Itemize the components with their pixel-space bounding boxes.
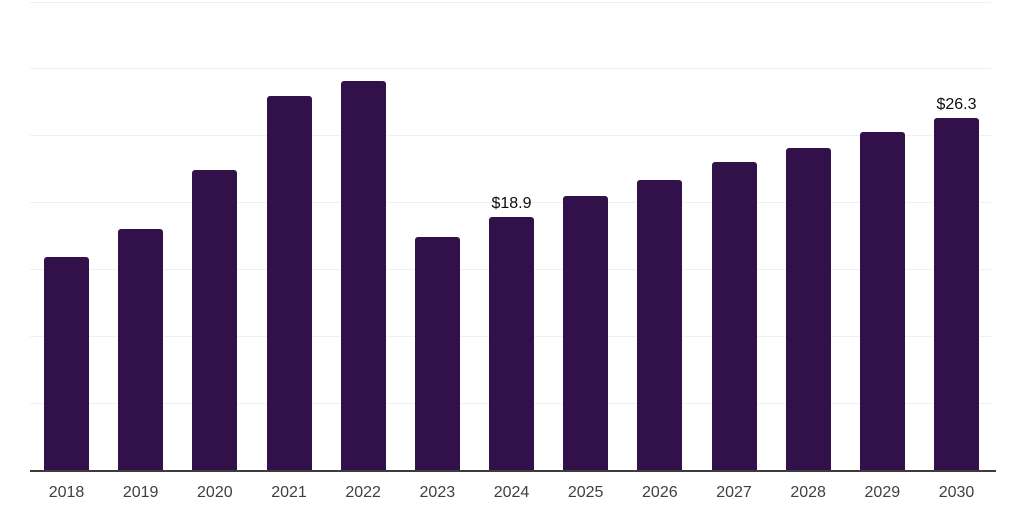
x-tick-2023: 2023	[419, 484, 456, 501]
x-tick-2020: 2020	[197, 484, 233, 501]
gridline	[30, 68, 991, 70]
bar-2020	[192, 170, 238, 470]
x-tick-2022: 2022	[345, 484, 381, 501]
bar-2019	[118, 229, 164, 470]
bar-2029	[859, 131, 905, 470]
x-tick-2025: 2025	[567, 484, 604, 501]
x-axis-line	[30, 470, 996, 472]
x-tick-2026: 2026	[642, 484, 678, 501]
x-tick-2029: 2029	[864, 484, 901, 501]
x-tick-2018: 2018	[48, 484, 85, 501]
bar-2027	[711, 162, 757, 470]
value-label-2030: $26.3	[936, 96, 977, 114]
gridline	[30, 1, 991, 3]
bar-2028	[785, 147, 831, 470]
gridline	[30, 202, 991, 204]
x-tick-2030: 2030	[938, 484, 975, 501]
bar-2023	[414, 237, 460, 470]
x-tick-2021: 2021	[271, 484, 307, 501]
bar-2022	[340, 80, 386, 470]
x-tick-2024: 2024	[493, 484, 530, 501]
bar-2021	[266, 95, 312, 470]
bar-2024	[489, 217, 534, 470]
x-tick-2019: 2019	[122, 484, 159, 501]
x-tick-2028: 2028	[790, 484, 826, 501]
bar-2030	[934, 118, 979, 470]
bar-2018	[44, 257, 89, 470]
bar-2025	[563, 195, 609, 470]
value-label-2024: $18.9	[491, 195, 532, 213]
bar-2026	[637, 179, 683, 470]
gridline	[30, 135, 991, 137]
x-tick-2027: 2027	[716, 484, 752, 501]
